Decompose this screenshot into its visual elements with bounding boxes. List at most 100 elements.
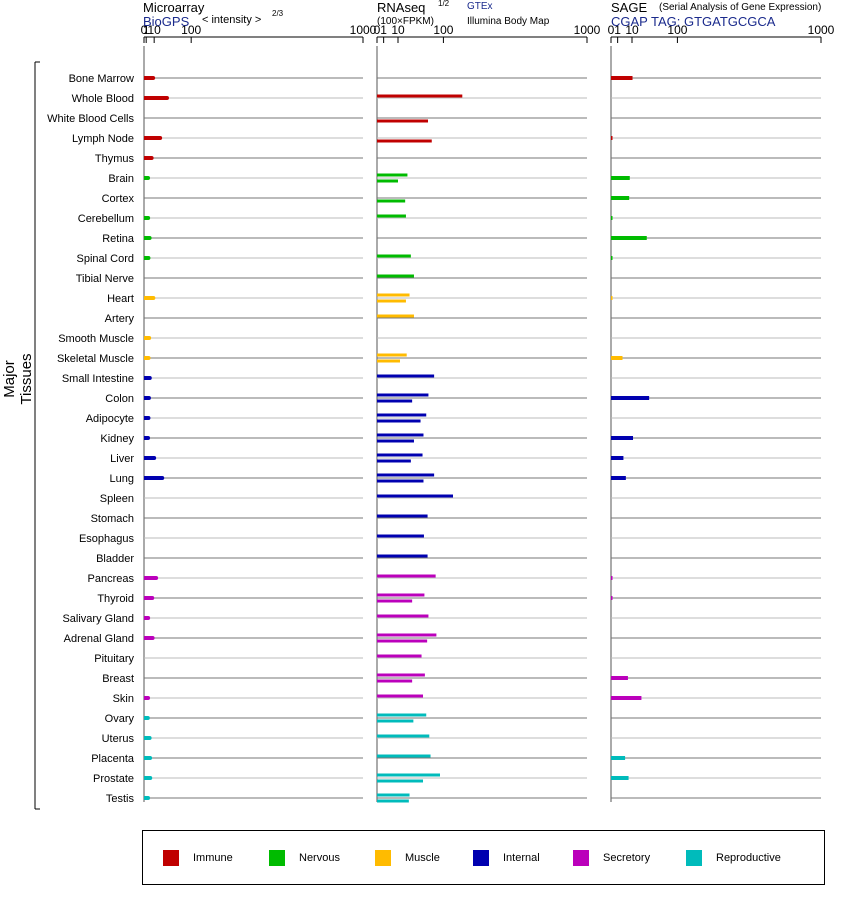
legend-label: Nervous bbox=[299, 852, 340, 864]
x-tick-label: 1000 bbox=[574, 23, 601, 37]
tissue-label: Prostate bbox=[93, 773, 134, 785]
tissue-label: Smooth Muscle bbox=[58, 333, 134, 345]
x-tick-label: 10 bbox=[147, 23, 161, 37]
microarray-bar-cap bbox=[151, 76, 156, 80]
legend-swatch bbox=[375, 850, 391, 866]
microarray-bar-cap bbox=[158, 136, 163, 140]
tissue-label: Tibial Nerve bbox=[76, 273, 134, 285]
legend-item-immune: Immune bbox=[163, 849, 233, 867]
microarray-bar-cap bbox=[146, 796, 151, 800]
legend-label: Reproductive bbox=[716, 852, 781, 864]
tissue-label: Kidney bbox=[100, 433, 134, 445]
rnaseq-title: RNAseq bbox=[377, 0, 426, 15]
tissue-label: Artery bbox=[105, 313, 135, 325]
microarray-bar-cap bbox=[146, 696, 151, 700]
tissue-label: Adipocyte bbox=[86, 413, 134, 425]
x-tick-label: 100 bbox=[433, 23, 453, 37]
tissue-label: Skeletal Muscle bbox=[57, 353, 134, 365]
microarray-bar-cap bbox=[160, 476, 165, 480]
microarray-bar-cap bbox=[147, 736, 152, 740]
tissue-label: White Blood Cells bbox=[47, 113, 134, 125]
legend-item-nervous: Nervous bbox=[269, 849, 340, 867]
microarray-bar-cap bbox=[146, 256, 151, 260]
rnaseq-scale-note: (100×FPKM) bbox=[377, 16, 434, 27]
tissue-label: Stomach bbox=[91, 513, 134, 525]
legend-label: Immune bbox=[193, 852, 233, 864]
expression-bars bbox=[144, 76, 650, 803]
tissue-label: Thyroid bbox=[97, 593, 134, 605]
microarray-bar-cap bbox=[147, 336, 152, 340]
microarray-bar-cap bbox=[146, 436, 151, 440]
sage-tag: CGAP TAG: GTGATGCGCA bbox=[611, 14, 776, 29]
microarray-bar-cap bbox=[152, 456, 157, 460]
tissue-rows: Bone Marrow Whole Blood White Blood Cells L… bbox=[47, 73, 821, 805]
tissue-label: Uterus bbox=[102, 733, 135, 745]
x-tick-label: 0 bbox=[608, 23, 615, 37]
tissue-label: Whole Blood bbox=[72, 93, 134, 105]
tissue-label: Brain bbox=[108, 173, 134, 185]
microarray-bar-cap bbox=[146, 416, 151, 420]
microarray-bar-cap bbox=[147, 236, 152, 240]
x-tick-label: 100 bbox=[181, 23, 201, 37]
legend-item-secretory: Secretory bbox=[573, 849, 650, 867]
microarray-bar-cap bbox=[146, 176, 151, 180]
microarray-bar-cap bbox=[164, 96, 169, 100]
y-axis-label: Major Tissues bbox=[1, 353, 35, 405]
x-tick-label: 100 bbox=[667, 23, 687, 37]
tissue-label: Retina bbox=[102, 233, 135, 245]
tissue-label: Bladder bbox=[96, 553, 134, 565]
microarray-bar-cap bbox=[150, 596, 155, 600]
tissue-label: Esophagus bbox=[79, 533, 135, 545]
tissue-label: Pancreas bbox=[88, 573, 135, 585]
microarray-bar-cap bbox=[146, 396, 151, 400]
tissue-label: Ovary bbox=[105, 713, 135, 725]
rnaseq-source-gtex: GTEx bbox=[467, 1, 493, 12]
tissue-label: Bone Marrow bbox=[69, 73, 134, 85]
rnaseq-exponent: 1/2 bbox=[438, 0, 450, 8]
microarray-bar-cap bbox=[150, 636, 155, 640]
tissue-label: Testis bbox=[106, 793, 135, 805]
tissue-label: Cortex bbox=[102, 193, 135, 205]
tissue-label: Breast bbox=[102, 673, 134, 685]
x-tick-label: 10 bbox=[625, 23, 639, 37]
microarray-bar-cap bbox=[147, 376, 152, 380]
tissue-label: Spleen bbox=[100, 493, 134, 505]
tissue-label: Skin bbox=[113, 693, 134, 705]
legend-label: Secretory bbox=[603, 852, 651, 864]
microarray-bar-cap bbox=[146, 216, 151, 220]
tissue-label: Lung bbox=[110, 473, 134, 485]
legend-swatch bbox=[269, 850, 285, 866]
tissue-label: Cerebellum bbox=[78, 213, 134, 225]
tissue-label: Salivary Gland bbox=[62, 613, 134, 625]
microarray-source: BioGPS bbox=[143, 14, 190, 29]
microarray-bar-cap bbox=[146, 616, 151, 620]
sage-title: SAGE bbox=[611, 0, 648, 15]
sage-subtitle: (Serial Analysis of Gene Expression) bbox=[659, 2, 822, 13]
x-tick-label: 0 bbox=[374, 23, 381, 37]
legend-swatch bbox=[163, 850, 179, 866]
microarray-title: Microarray bbox=[143, 0, 205, 15]
tissue-label: Colon bbox=[105, 393, 134, 405]
legend-item-internal: Internal bbox=[473, 849, 540, 867]
tissue-label: Heart bbox=[107, 293, 134, 305]
legend-swatch bbox=[573, 850, 589, 866]
tissue-label: Adrenal Gland bbox=[64, 633, 134, 645]
legend-item-reproductive: Reproductive bbox=[686, 849, 781, 867]
x-tick-label: 10 bbox=[391, 23, 405, 37]
legend-item-muscle: Muscle bbox=[375, 849, 440, 867]
rnaseq-source-bodymap: Illumina Body Map bbox=[467, 16, 550, 27]
tissue-label: Placenta bbox=[91, 753, 135, 765]
microarray-bar-cap bbox=[151, 296, 156, 300]
tissue-label: Liver bbox=[110, 453, 134, 465]
x-tick-label: 1 bbox=[380, 23, 387, 37]
legend-label: Muscle bbox=[405, 852, 440, 864]
x-tick-label: 1000 bbox=[350, 23, 377, 37]
tissue-label: Small Intestine bbox=[62, 373, 134, 385]
x-tick-label: 1 bbox=[143, 23, 150, 37]
tissue-label: Lymph Node bbox=[72, 133, 134, 145]
tissue-label: Spinal Cord bbox=[77, 253, 134, 265]
microarray-exponent: 2/3 bbox=[272, 9, 284, 18]
microarray-bar-cap bbox=[148, 756, 153, 760]
microarray-scale-note: < intensity > bbox=[202, 14, 262, 26]
